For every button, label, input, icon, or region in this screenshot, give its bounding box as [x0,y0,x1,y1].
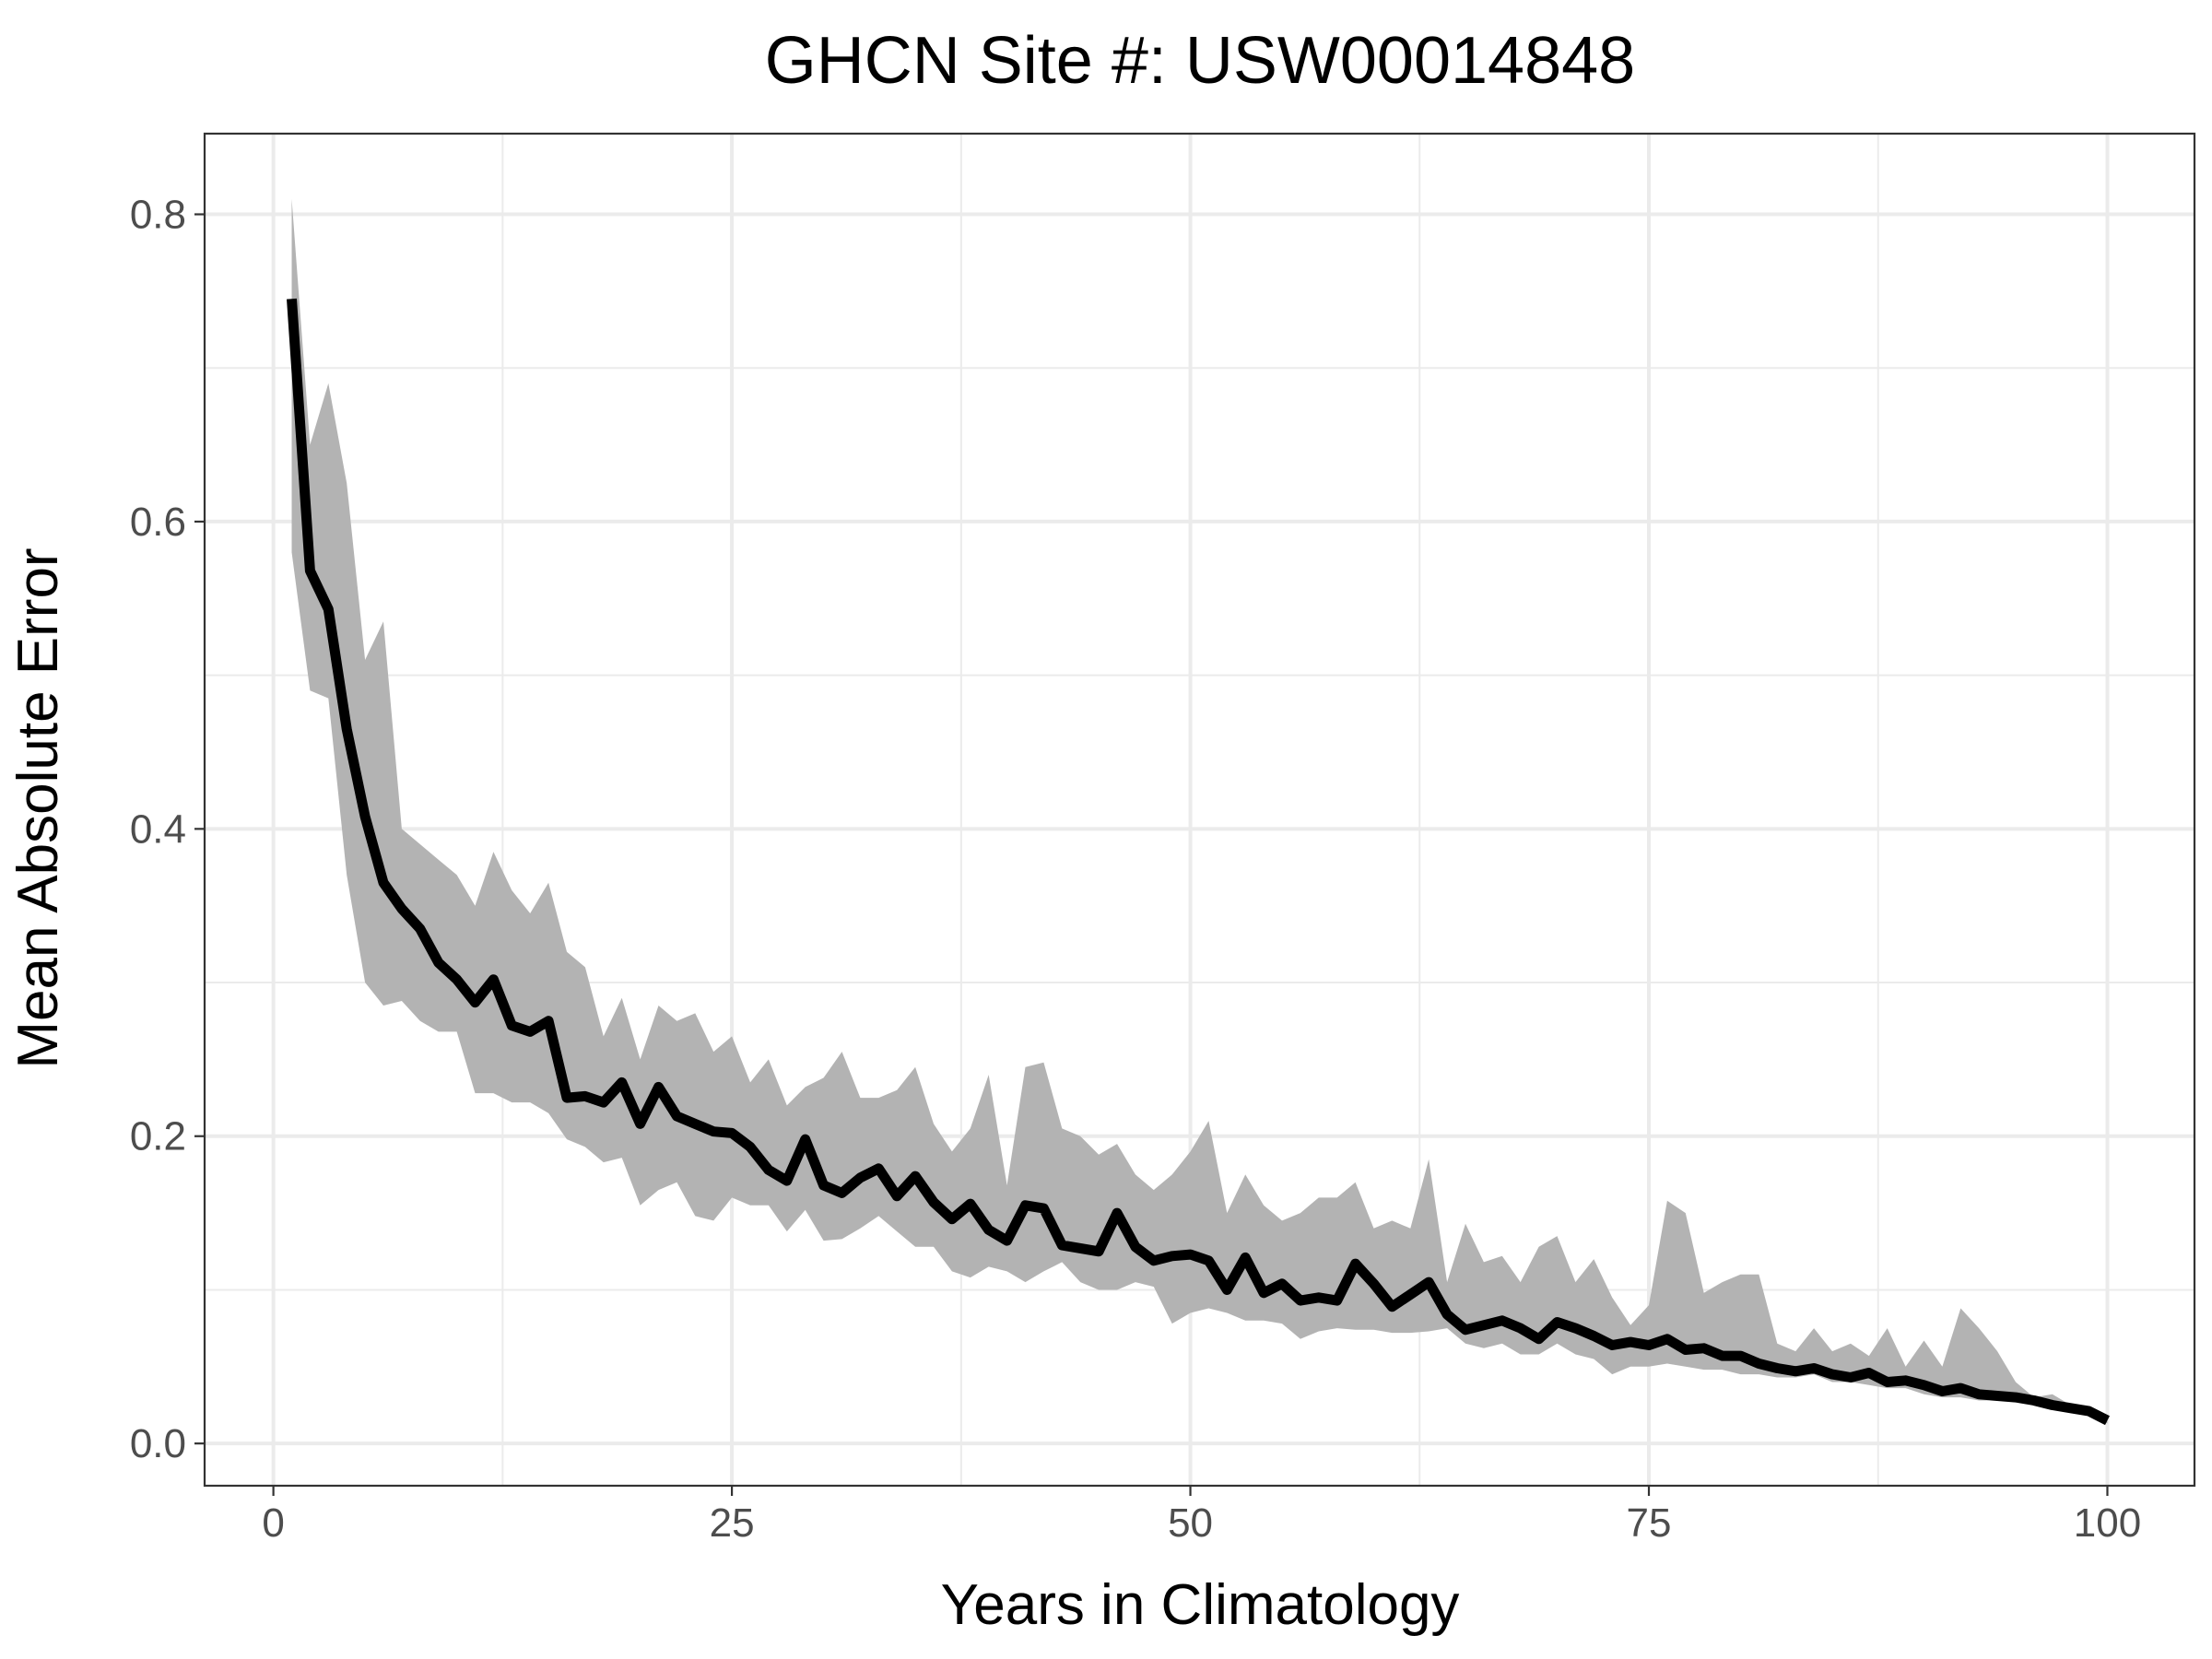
y-tick-label: 0.6 [130,500,186,545]
series-line [287,298,2110,1426]
x-tick-label: 25 [710,1500,755,1546]
y-tick-label: 0.4 [130,806,186,852]
y-tick-label: 0.8 [130,193,186,238]
mae-series [287,298,2110,1426]
y-axis: 0.0 0.2 0.4 0.6 0.8 [130,193,205,1466]
x-tick-label: 100 [2074,1500,2141,1546]
x-tick-label: 0 [262,1500,284,1546]
panel-border [203,132,2196,1488]
x-axis-title: Years in Climatology [941,1573,1460,1637]
x-axis: 0 25 50 75 100 [262,1486,2141,1546]
chart-title: GHCN Site #: USW00014848 [765,24,1635,98]
y-tick-label: 0.2 [130,1114,186,1159]
error-band [291,198,2108,1424]
x-tick-label: 75 [1627,1500,1672,1546]
y-tick-label: 0.0 [130,1421,186,1466]
x-tick-label: 50 [1168,1500,1213,1546]
y-axis-title: Mean Absolute Error [6,547,70,1068]
error-band-area [291,198,2108,1424]
